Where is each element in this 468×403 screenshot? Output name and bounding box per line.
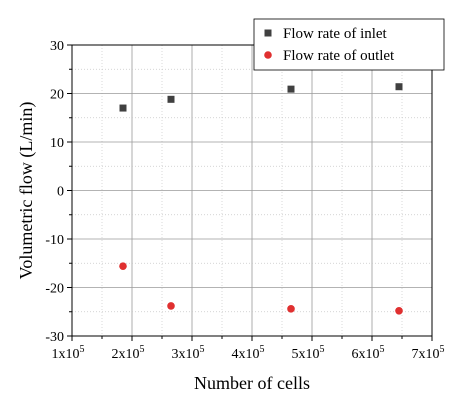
x-axis-title: Number of cells — [194, 373, 310, 393]
legend-entry-label: Flow rate of outlet — [283, 48, 395, 64]
x-tick-label: 2x105 — [112, 344, 145, 362]
inlet-data-point — [287, 85, 295, 93]
data-points — [119, 83, 403, 315]
grid-lines — [72, 45, 432, 336]
y-tick-label: 10 — [50, 136, 64, 151]
legend-entry-label: Flow rate of inlet — [283, 26, 388, 42]
legend-inlet-marker — [264, 29, 272, 37]
x-tick-label: 1x105 — [52, 344, 85, 362]
legend-outlet-marker — [264, 51, 272, 59]
x-tick-label: 6x105 — [352, 344, 385, 362]
inlet-data-point — [395, 83, 403, 91]
x-tick-label: 4x105 — [232, 344, 265, 362]
y-tick-label: -30 — [45, 330, 64, 345]
y-axis-title: Volumetric flow (L/min) — [16, 102, 37, 280]
y-tick-label: 0 — [57, 185, 64, 200]
axis-ticks: 1x105 2x105 3x105 4x105 5x105 6x105 7x105 -30 -2… — [45, 39, 444, 362]
inlet-data-point — [119, 104, 127, 112]
x-tick-label: 7x105 — [412, 344, 445, 362]
outlet-data-point — [119, 262, 127, 270]
legend-box — [253, 18, 445, 71]
y-tick-label: 30 — [50, 39, 64, 54]
legend: Flow rate of inlet Flow rate of outlet — [253, 18, 445, 71]
outlet-data-point — [395, 306, 403, 315]
x-tick-label: 3x105 — [172, 344, 205, 362]
y-tick-label: -20 — [45, 282, 64, 297]
y-tick-label: -10 — [45, 233, 64, 248]
y-tick-label: 20 — [50, 88, 64, 103]
x-tick-label: 5x105 — [292, 344, 325, 362]
outlet-data-point — [167, 302, 175, 310]
inlet-data-point — [167, 95, 175, 103]
outlet-data-point — [287, 305, 295, 313]
